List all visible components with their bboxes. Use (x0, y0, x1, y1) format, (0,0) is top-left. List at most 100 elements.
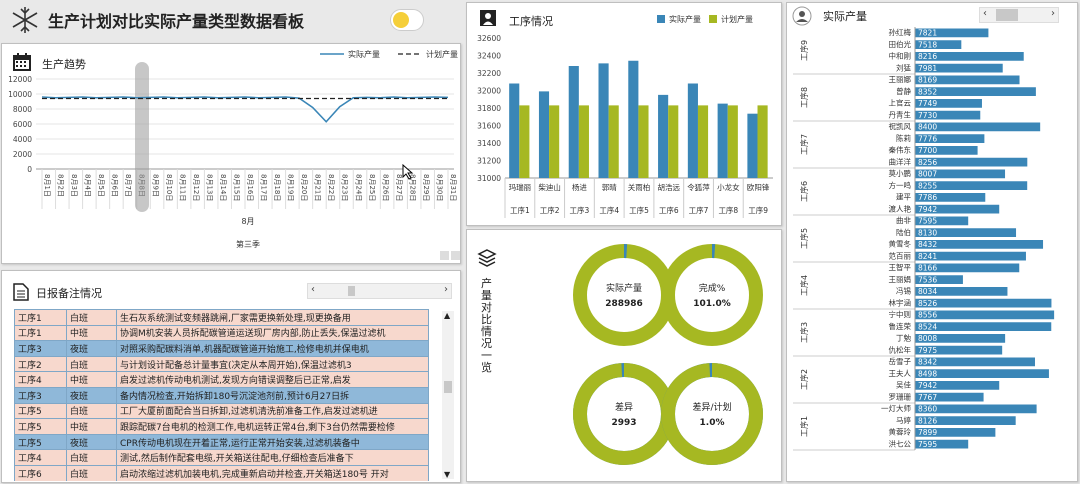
trend-legend-actual: 实际产量 (348, 49, 380, 59)
page-title: 生产计划对比实际产量类型数据看板 (48, 12, 305, 31)
actual-value-label: 7595 (918, 217, 937, 226)
actual-value-label: 7975 (918, 346, 937, 355)
zoom-out-button[interactable] (440, 251, 449, 260)
actual-name-label: 孙红梅 (889, 27, 912, 37)
notes-cell-shift: 白班 (66, 309, 117, 326)
trend-xtick: 8月5日 (97, 174, 105, 197)
actual-bar (915, 392, 984, 402)
actual-bar (915, 146, 978, 155)
process-category-label: 杨进 (572, 182, 587, 192)
ring-label: 完成% (699, 282, 726, 294)
scroll-down-arrow[interactable]: ▼ (444, 470, 451, 479)
ring-label: 差异/计划 (692, 401, 731, 413)
notes-v-scrollbar[interactable]: ▲ ▼ (442, 311, 454, 479)
actual-name-label: 陈莉 (896, 133, 911, 143)
trend-chart: 实际产量 计划产量 0 2000 4000 6000 8000 10000 12000 8月1… (8, 49, 460, 260)
zoom-in-button[interactable] (451, 251, 460, 260)
actual-value-label: 8498 (918, 369, 937, 378)
scroll-left-arrow[interactable]: ‹ (311, 284, 315, 295)
process-ytick: 31200 (477, 157, 501, 166)
notes-row[interactable]: 工序5 夜班 CPR传动电机现在开着正常,运行正常开始安装,过滤机装备中 (14, 433, 429, 451)
actual-name-label: 建平 (896, 192, 911, 202)
actual-bar (915, 204, 1000, 214)
actual-value-label: 7942 (918, 381, 937, 390)
process-chart: 实际产量 计划产量 31000 31200 31400 31600 31800 32000… (477, 14, 773, 218)
trend-xtick: 8月29日 (422, 174, 430, 201)
notes-cell-remark: 对照采购配碳料消单,机器配碳管道开始施工,检修电机并保电机 (116, 340, 429, 357)
notes-row[interactable]: 工序3 夜班 备内情况检查,开始拆卸180号沉淀池剂前,预计6月27日拆 (14, 386, 429, 404)
actual-bar (915, 181, 1028, 190)
notes-row[interactable]: 工序2 白班 与计划设计配备总计量事宜(决定从本周开始),保温过滤机3 (14, 355, 429, 373)
actual-name-label: 中和刚 (889, 51, 912, 61)
actual-name-label: 祝凯风 (889, 121, 912, 131)
notes-cell-process: 工序3 (14, 340, 67, 357)
theme-toggle[interactable] (390, 9, 424, 31)
notes-row[interactable]: 工序1 中班 协调M机安装人员拆配碳管道运送现厂房内部,防止丢失,保温过滤机 (14, 324, 429, 342)
notes-row[interactable]: 工序4 中班 启发过滤机传动电机测试,发现方向错误调整后已正常,启发 (14, 371, 429, 388)
process-panel: 工序情况 实际产量 计划产量 31000 31200 31400 31600 31800… (466, 2, 782, 226)
actual-bar (915, 287, 1008, 296)
actual-value-label: 8126 (918, 416, 937, 425)
notes-h-scrollbar[interactable]: ‹ › (307, 283, 452, 299)
h-scroll-thumb[interactable] (996, 9, 1018, 21)
scroll-right-arrow[interactable]: › (444, 284, 448, 295)
notes-row[interactable]: 工序5 白班 工厂大厦前面配合当日拆卸,过滤机清洗前准备工作,启发过滤机进 (14, 402, 429, 420)
notes-row[interactable]: 工序1 白班 生石灰系统测试变频器跳闸,厂家需更换新处理,现更换备用 (14, 309, 429, 326)
actual-value-label: 7518 (918, 40, 937, 49)
notes-row[interactable]: 工序5 中班 跟踪配碳7台电机的检测工作,电机运转正常4台,剩下3台仍然需要检修 (14, 418, 429, 435)
process-bar-actual (747, 113, 758, 178)
actual-title: 实际产量 (823, 10, 867, 23)
notes-cell-remark: 测试,然后制作配套电缆,开关箱送往配电,仔细检查后准备下 (116, 449, 429, 466)
process-bar-plan (578, 105, 589, 178)
process-category-label: 关雨柏 (628, 182, 651, 192)
actual-name-label: 冯锡 (896, 287, 911, 296)
actual-value-label: 8169 (918, 76, 937, 85)
process-bar-plan (608, 105, 619, 178)
process-bar-plan (549, 105, 560, 178)
process-bar-plan (519, 105, 530, 178)
scroll-left-arrow[interactable]: ‹ (983, 8, 987, 19)
scroll-right-arrow[interactable]: › (1051, 8, 1055, 19)
notes-cell-process: 工序4 (14, 371, 67, 388)
actual-bar (915, 75, 1020, 85)
ring-value: 2993 (611, 418, 636, 428)
notes-cell-shift: 白班 (66, 449, 117, 466)
actual-h-scrollbar[interactable]: ‹ › (979, 7, 1059, 23)
notes-cell-process: 工序2 (14, 355, 67, 373)
trend-xtick: 8月31日 (449, 174, 457, 201)
actual-value-label: 7700 (918, 146, 937, 155)
notes-table-wrap: 工序1 白班 生石灰系统测试变频器跳闸,厂家需更换新处理,现更换备用 工序1 中班 协调M… (14, 309, 429, 481)
process-bar-actual (598, 63, 609, 178)
trend-xtick: 8月19日 (287, 174, 295, 201)
process-group-label: 工序3 (570, 205, 590, 215)
process-ytick: 31600 (477, 122, 501, 131)
trend-ytick: 8000 (13, 105, 32, 114)
actual-name-label: 罗珊珊 (889, 392, 912, 401)
actual-bar (915, 263, 1020, 273)
actual-group-label: 工序5 (799, 228, 809, 249)
actual-bar (915, 275, 963, 284)
actual-group-label: 工序8 (799, 87, 809, 108)
v-scroll-thumb[interactable] (444, 381, 452, 393)
actual-name-label: 黄雪冬 (889, 239, 912, 249)
actual-value-label: 8166 (918, 264, 937, 273)
process-bar-actual (509, 83, 520, 178)
trend-xtick: 8月13日 (205, 174, 213, 201)
actual-name-label: 刘猛 (896, 62, 911, 72)
actual-name-label: 曲非 (896, 215, 911, 225)
h-scroll-thumb[interactable] (348, 286, 355, 296)
actual-value-label: 8352 (918, 87, 937, 96)
notes-row[interactable]: 工序4 白班 测试,然后制作配套电缆,开关箱送往配电,仔细检查后准备下 (14, 449, 429, 466)
ring-label: 实际产量 (606, 282, 642, 294)
actual-value-label: 8130 (918, 228, 937, 237)
actual-name-label: 丁勉 (896, 333, 911, 343)
notes-row[interactable]: 工序3 夜班 对照采购配碳料消单,机器配碳管道开始施工,检修电机并保电机 (14, 340, 429, 357)
process-title: 工序情况 (509, 15, 553, 28)
trend-xtick: 8月6日 (111, 174, 119, 197)
actual-bar (915, 322, 1052, 331)
notes-row[interactable]: 工序6 白班 启动浓缩过滤机加装电机,完成重新启动并检查,开关箱送180号 开对 (14, 464, 429, 481)
actual-bar (915, 439, 969, 449)
actual-group-label: 工序9 (799, 40, 809, 61)
notes-cell-shift: 白班 (66, 402, 117, 420)
scroll-up-arrow[interactable]: ▲ (444, 311, 451, 320)
